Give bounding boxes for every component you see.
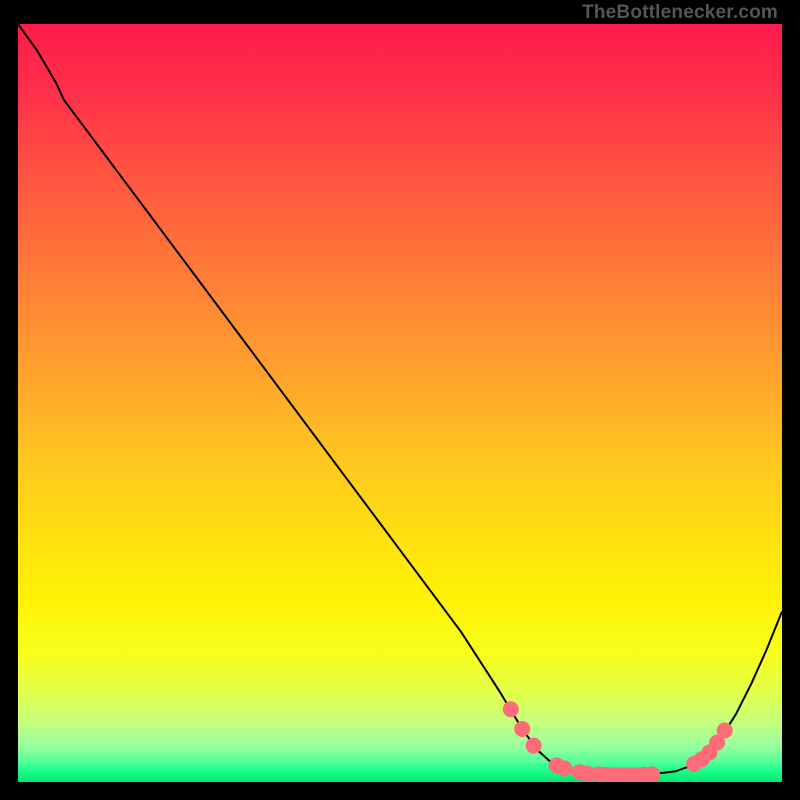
marker-dot [507, 705, 515, 713]
marker-dot [583, 769, 591, 777]
marker-dot [721, 726, 729, 734]
chart-frame: TheBottlenecker.com [0, 0, 800, 800]
curve-markers [507, 705, 729, 779]
marker-dot [530, 741, 538, 749]
bottleneck-curve [18, 24, 782, 775]
marker-dot [713, 738, 721, 746]
marker-dot [648, 770, 656, 778]
marker-dot [518, 725, 526, 733]
marker-dot [560, 764, 568, 772]
watermark-text: TheBottlenecker.com [582, 2, 778, 24]
marker-dot [705, 748, 713, 756]
plot-area [18, 24, 782, 782]
curve-layer [18, 24, 782, 782]
